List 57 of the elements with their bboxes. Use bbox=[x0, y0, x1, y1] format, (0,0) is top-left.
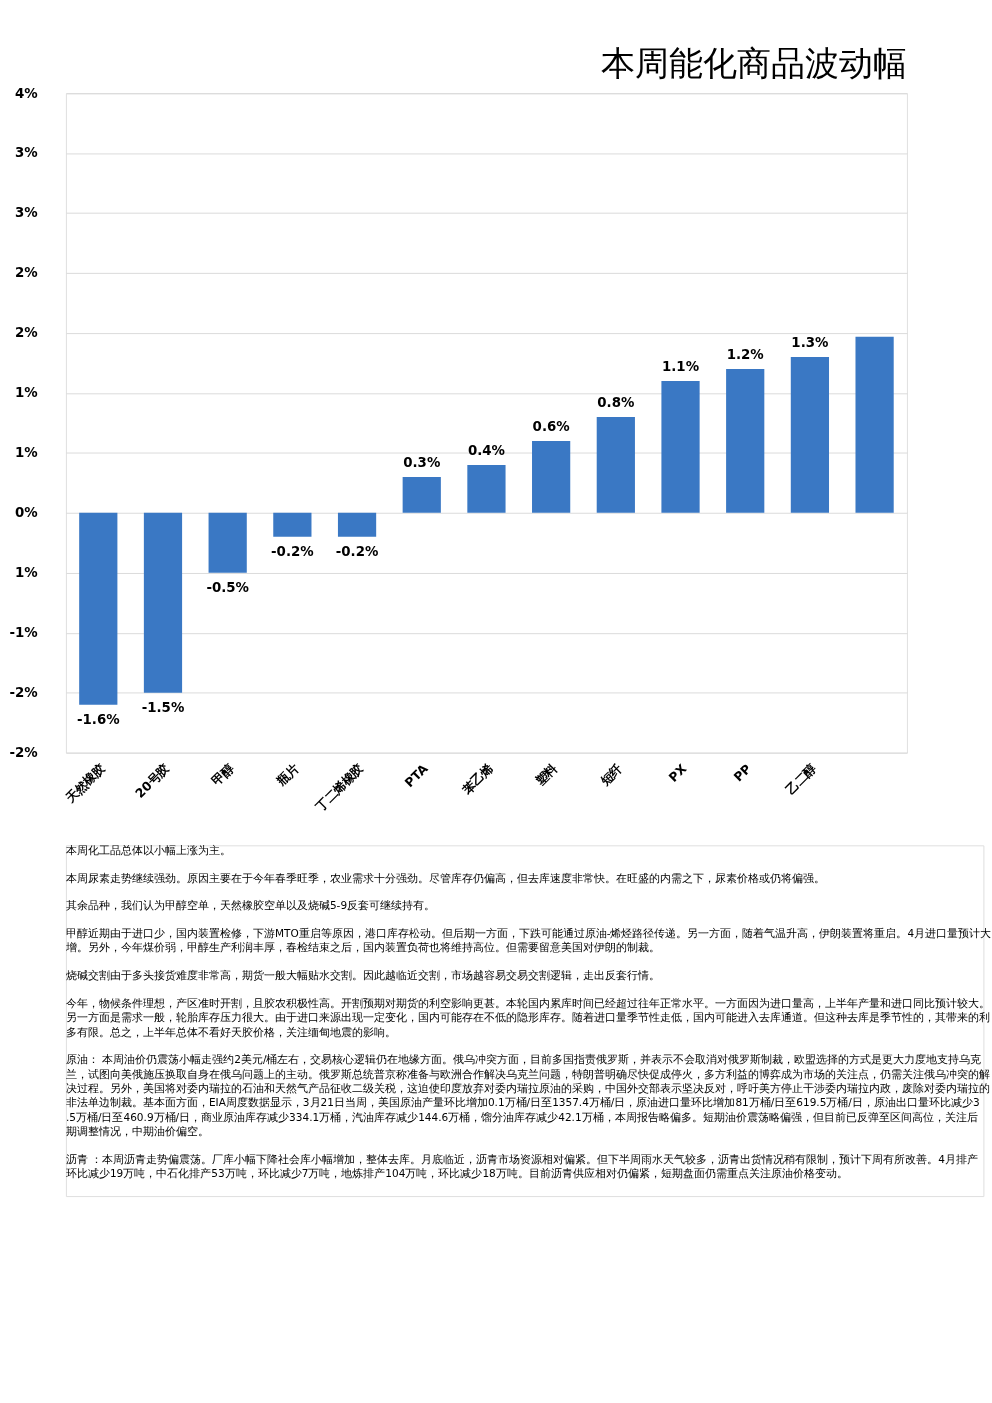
x-tick-label: PP bbox=[730, 760, 755, 785]
bar bbox=[402, 476, 441, 513]
x-tick-label: 苯乙烯 bbox=[458, 760, 496, 798]
bar bbox=[726, 369, 765, 513]
data-label: -0.2% bbox=[271, 543, 314, 559]
x-tick-label: 短纤 bbox=[596, 760, 625, 790]
text: 沥青 ：本周沥青走势偏震荡。厂库小幅下降社会库小幅增加，整体去库。月底临近，沥青市场资源相对偏紧。但下半周雨水天气较多，沥青出货情况稍有限制，预计下周有所改善。4月排产环比减少19万吨，中石化排产53万吨，环比减少7万吨，地炼排产104万吨，环比减少18万吨。目前沥青供应相对仍偏紧，短期盘面仍需重点关注原油价格变动。 bbox=[65, 1152, 978, 1179]
bar bbox=[143, 512, 183, 693]
data-label: 1.3% bbox=[791, 335, 829, 351]
y-tick-label: 4% bbox=[15, 85, 38, 101]
y-tick-label: -2% bbox=[9, 744, 38, 760]
x-tick-label: 甲醇 bbox=[208, 760, 237, 789]
bar bbox=[790, 357, 830, 513]
data-label: 1.1% bbox=[661, 359, 700, 375]
x-tick-label: 天然橡胶 bbox=[61, 760, 108, 807]
bar bbox=[467, 464, 506, 513]
x-tick-label: 瓶片 bbox=[272, 760, 302, 790]
data-label: 0.3% bbox=[403, 455, 441, 471]
text: 烧碱交割由于多头接货难度非常高，期货一般大幅贴水交割。因此越临近交割，市场越容易交易交割逻辑，走出反套行情。 bbox=[65, 969, 660, 982]
y-tick-label: 3% bbox=[15, 145, 38, 161]
x-tick-label: PX bbox=[665, 760, 690, 785]
text: 原油： 本周油价仍震荡小幅走强约2美元/桶左右，交易核心逻辑仍在地缘方面。俄乌冲突方面，目前多国指责俄罗斯，并表示不会取消对俄罗斯制裁，欧盟选择的方式是更大力度地支持乌克兰，试图向美俄施压换取自身在俄乌问题上的主动。俄罗斯总统普京称准备与欧洲合作解决乌克兰问题，特朗普明确尽快促成停火，多方利益的博弈成为市场的关注点，仍需关注俄乌冲突的解决过程。另外，美国将对委内瑞拉的石油和天然气产品征收二级关税，这迫使印度放弃对委内瑞拉原油的采购，中国外交部表示坚决反对，呼吁美方停止干涉委内瑞拉内政，废除对委内瑞拉的非法单边制裁。基本面方面，EIA周度数据显示，3月21日当周，美国原油产量环比增加0.1万桶/日至1357.4万桶/日，原油进口量环比增加81万桶/日至619.5万桶/日，原油出口量环比减少3.5万桶/日至460.9万桶/日，商业原油库存减少334.1万桶，汽油库存减少144.6万桶，馏分油库存减少42.1万桶，本周报告略偏多。短期油价震荡略偏强，但目前已反弹至区间高位，关注后期调整情况，中期油价偏空。 bbox=[65, 1053, 990, 1137]
y-tick-label: 0% bbox=[15, 505, 38, 521]
bar bbox=[208, 512, 247, 573]
x-tick-label: 塑料 bbox=[531, 760, 561, 790]
text: 本周化工品总体以小幅上涨为主。 bbox=[65, 843, 231, 856]
y-tick-label: -1% bbox=[9, 625, 38, 641]
x-tick-label: 乙二醇 bbox=[782, 760, 819, 798]
bar bbox=[337, 512, 377, 537]
data-label: -0.2% bbox=[335, 543, 379, 559]
text: 今年，物候条件理想，产区准时开割，且胶农积极性高。开割预期对期货的利空影响更甚。本轮国内累库时间已经超过往年正常水平。一方面因为进口量高，上半年产量和进口同比预计较大。另一方面是需求一般，轮胎库存压力很大。由于进口来源出现一定变化，国内可能存在不低的隐形库存。随着进口量季节性走低，国内可能进入去库通道。但这种去库是季节性的，其带来的利多有限。总之，上半年总体不看好天胶价格，关注缅甸地震的影响。 bbox=[65, 996, 990, 1038]
y-tick-label: 2% bbox=[15, 265, 38, 281]
y-tick-label: -2% bbox=[9, 685, 38, 701]
x-tick-label: 丁二烯橡胶 bbox=[312, 760, 366, 815]
data-label: 1.2% bbox=[726, 347, 764, 363]
bar bbox=[855, 336, 894, 513]
bar bbox=[79, 512, 118, 705]
data-label: -0.5% bbox=[206, 579, 249, 595]
chart-title: 本周能化商品波动幅 bbox=[600, 43, 907, 84]
bar bbox=[532, 440, 571, 513]
text: 本周尿素走势继续强劲。原因主要在于今年春季旺季，农业需求十分强劲。尽管库存仍偏高，但去库速度非常快。在旺盛的内需之下，尿素价格或仍将偏强。 bbox=[65, 871, 825, 884]
bar bbox=[273, 512, 312, 537]
data-label: -1.6% bbox=[76, 711, 120, 727]
data-label: -1.5% bbox=[141, 699, 185, 715]
y-tick-label: 2% bbox=[15, 325, 38, 341]
text: 甲醇近期由于进口少，国内装置检修，下游MTO重启等原因，港口库存松动。但后期一方面，下跌可能通过原油-烯烃路径传递。另一方面，随着气温升高，伊朗装置将重启。4月进口量预计大增。另外，今年煤价弱，甲醇生产利润丰厚，春检结束之后，国内装置负荷也将维持高位。但需要留意美国对伊朗的制裁。 bbox=[64, 927, 992, 954]
bar bbox=[596, 416, 635, 513]
x-tick-label: 20号胶 bbox=[132, 760, 172, 801]
data-label: 0.6% bbox=[532, 419, 570, 435]
y-tick-label: 1% bbox=[15, 445, 38, 461]
y-tick-label: 1% bbox=[15, 385, 38, 401]
y-tick-label: 1% bbox=[15, 565, 38, 581]
bar bbox=[661, 380, 700, 513]
data-label: 0.4% bbox=[467, 443, 505, 459]
data-label: 0.8% bbox=[597, 395, 635, 411]
text: 其余品种，我们认为甲醇空单，天然橡胶空单以及烧碱5-9反套可继续持有。 bbox=[65, 899, 436, 912]
y-tick-label: 3% bbox=[15, 205, 38, 221]
